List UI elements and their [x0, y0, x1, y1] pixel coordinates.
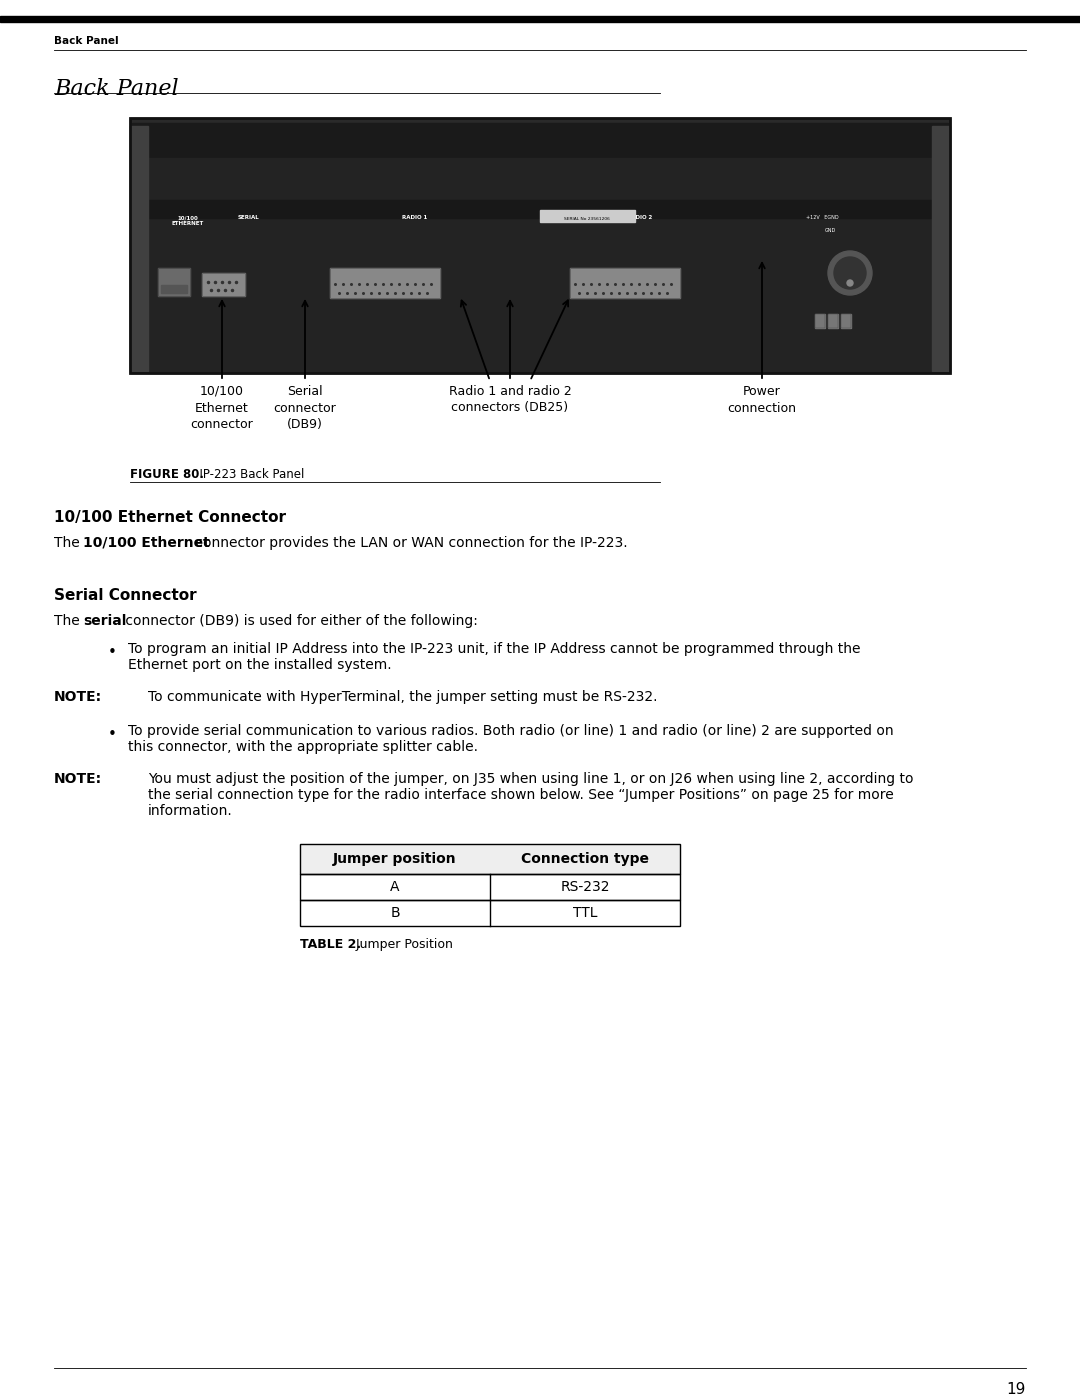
- Text: Radio 1 and radio 2
connectors (DB25): Radio 1 and radio 2 connectors (DB25): [448, 386, 571, 415]
- Text: 10/100 Ethernet Connector: 10/100 Ethernet Connector: [54, 510, 286, 525]
- Text: NOTE:: NOTE:: [54, 773, 103, 787]
- Circle shape: [834, 257, 866, 289]
- Bar: [158, 268, 190, 296]
- Bar: [132, 123, 948, 158]
- Bar: [300, 875, 680, 900]
- Bar: [161, 285, 187, 293]
- Bar: [140, 200, 940, 218]
- Bar: [570, 268, 680, 298]
- Text: TTL: TTL: [572, 907, 597, 921]
- Text: 10/100 Ethernet: 10/100 Ethernet: [83, 536, 210, 550]
- Text: Power
connection: Power connection: [728, 386, 797, 415]
- Bar: [815, 314, 825, 328]
- Text: RADIO 1: RADIO 1: [403, 215, 428, 219]
- Text: B: B: [390, 907, 400, 921]
- Bar: [932, 126, 950, 372]
- Text: SERIAL: SERIAL: [238, 215, 259, 219]
- Text: GND: GND: [824, 228, 836, 233]
- Bar: [130, 126, 148, 372]
- Text: the serial connection type for the radio interface shown below. See “Jumper Posi: the serial connection type for the radio…: [148, 788, 894, 802]
- Text: The: The: [54, 536, 84, 550]
- Text: 10/100
ETHERNET: 10/100 ETHERNET: [172, 215, 204, 226]
- Text: this connector, with the appropriate splitter cable.: this connector, with the appropriate spl…: [129, 740, 478, 754]
- Bar: [540, 210, 635, 222]
- Bar: [330, 268, 440, 298]
- Text: •: •: [108, 726, 117, 742]
- Bar: [841, 314, 851, 328]
- Bar: [330, 268, 440, 298]
- Bar: [132, 158, 948, 372]
- Text: You must adjust the position of the jumper, on J35 when using line 1, or on J26 : You must adjust the position of the jump…: [148, 773, 914, 787]
- Text: serial: serial: [83, 615, 126, 629]
- Text: IP-223 Back Panel: IP-223 Back Panel: [192, 468, 305, 481]
- Bar: [841, 314, 851, 328]
- Text: To program an initial IP Address into the IP-223 unit, if the IP Address cannot : To program an initial IP Address into th…: [129, 643, 861, 657]
- Text: Connection type: Connection type: [521, 852, 649, 866]
- Text: NOTE:: NOTE:: [54, 690, 103, 704]
- Text: To provide serial communication to various radios. Both radio (or line) 1 and ra: To provide serial communication to vario…: [129, 724, 893, 738]
- Bar: [158, 268, 190, 296]
- Bar: [300, 900, 680, 926]
- Text: Ethernet port on the installed system.: Ethernet port on the installed system.: [129, 658, 392, 672]
- Text: RS-232: RS-232: [561, 880, 610, 894]
- Text: RADIO 2: RADIO 2: [627, 215, 652, 219]
- Bar: [130, 117, 950, 373]
- Text: Back Panel: Back Panel: [54, 36, 119, 46]
- Text: 10/100
Ethernet
connector: 10/100 Ethernet connector: [191, 386, 254, 432]
- Text: information.: information.: [148, 805, 233, 819]
- Text: Back Panel: Back Panel: [54, 78, 178, 101]
- Text: •: •: [108, 645, 117, 659]
- Text: To communicate with HyperTerminal, the jumper setting must be RS-232.: To communicate with HyperTerminal, the j…: [148, 690, 658, 704]
- Bar: [0, 15, 1080, 22]
- Bar: [570, 268, 680, 298]
- Text: A: A: [390, 880, 400, 894]
- Bar: [828, 314, 838, 328]
- Bar: [815, 314, 825, 328]
- Text: 19: 19: [1007, 1382, 1026, 1397]
- Bar: [300, 844, 680, 875]
- Text: Jumper position: Jumper position: [334, 852, 457, 866]
- Circle shape: [847, 279, 853, 286]
- Text: SERIAL No 23561206: SERIAL No 23561206: [564, 217, 610, 221]
- Polygon shape: [202, 272, 245, 296]
- Text: connector (DB9) is used for either of the following:: connector (DB9) is used for either of th…: [121, 615, 477, 629]
- Text: Serial
connector
(DB9): Serial connector (DB9): [273, 386, 336, 432]
- Text: Jumper Position: Jumper Position: [352, 937, 453, 951]
- Bar: [828, 314, 838, 328]
- Bar: [300, 844, 680, 875]
- Bar: [130, 117, 950, 373]
- Text: FIGURE 80.: FIGURE 80.: [130, 468, 204, 481]
- Text: The: The: [54, 615, 84, 629]
- Circle shape: [828, 251, 872, 295]
- Text: +12V   EGND: +12V EGND: [806, 215, 838, 219]
- Text: Serial Connector: Serial Connector: [54, 588, 197, 604]
- Text: TABLE 2.: TABLE 2.: [300, 937, 361, 951]
- Text: connector provides the LAN or WAN connection for the IP-223.: connector provides the LAN or WAN connec…: [191, 536, 627, 550]
